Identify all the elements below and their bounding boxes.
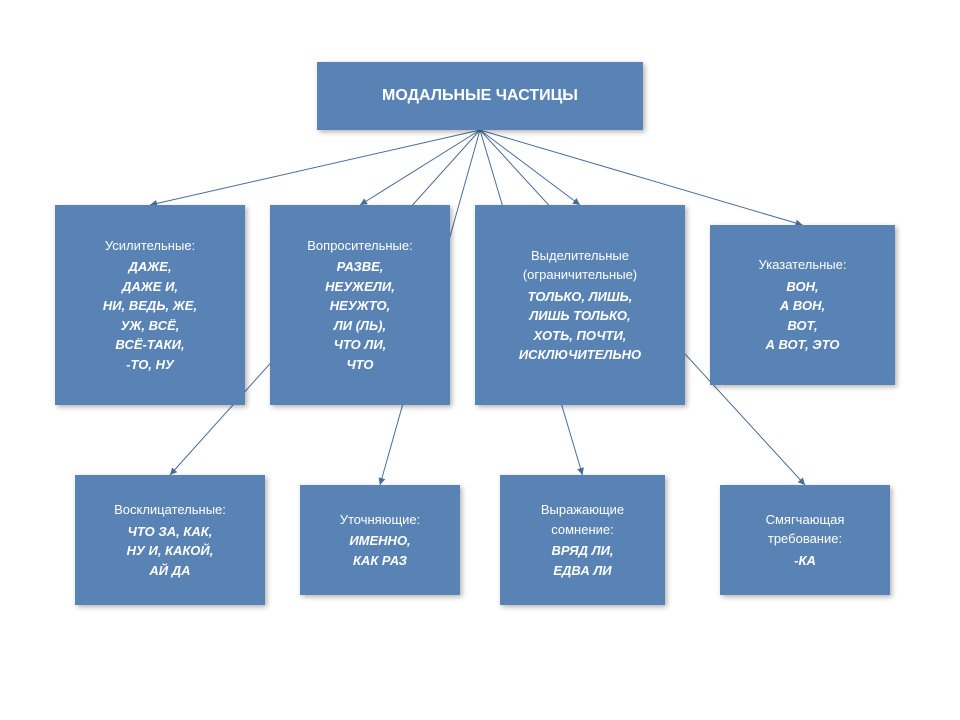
node-n8: Смягчающая требование:-КА — [720, 485, 890, 595]
node-n4: Указательные:ВОН, А ВОН, ВОТ, А ВОТ, ЭТО — [710, 225, 895, 385]
node-title: Выделительные (ограничительные) — [523, 246, 637, 285]
node-n2: Вопросительные:РАЗВЕ, НЕУЖЕЛИ, НЕУЖТО, Л… — [270, 205, 450, 405]
node-title: Выражающие сомнение: — [541, 500, 624, 539]
node-title: Смягчающая требование: — [766, 510, 845, 549]
node-title: Усилительные: — [105, 236, 195, 256]
node-items: РАЗВЕ, НЕУЖЕЛИ, НЕУЖТО, ЛИ (ЛЬ), ЧТО ЛИ,… — [325, 257, 395, 374]
node-n7: Выражающие сомнение:ВРЯД ЛИ, ЕДВА ЛИ — [500, 475, 665, 605]
node-items: ВРЯД ЛИ, ЕДВА ЛИ — [551, 541, 613, 580]
node-items: ВОН, А ВОН, ВОТ, А ВОТ, ЭТО — [765, 277, 839, 355]
root-node: МОДАЛЬНЫЕ ЧАСТИЦЫ — [317, 62, 643, 130]
node-n5: Восклицательные:ЧТО ЗА, КАК, НУ И, КАКОЙ… — [75, 475, 265, 605]
node-n3: Выделительные (ограничительные)ТОЛЬКО, Л… — [475, 205, 685, 405]
node-title: Указательные: — [759, 255, 847, 275]
node-n1: Усилительные:ДАЖЕ, ДАЖЕ И, НИ, ВЕДЬ, ЖЕ,… — [55, 205, 245, 405]
node-items: -КА — [794, 551, 816, 571]
node-items: ЧТО ЗА, КАК, НУ И, КАКОЙ, АЙ ДА — [127, 522, 214, 581]
node-title: Восклицательные: — [114, 500, 226, 520]
node-items: ТОЛЬКО, ЛИШЬ, ЛИШЬ ТОЛЬКО, ХОТЬ, ПОЧТИ, … — [519, 287, 641, 365]
node-items: ДАЖЕ, ДАЖЕ И, НИ, ВЕДЬ, ЖЕ, УЖ, ВСЁ, ВСЁ… — [103, 257, 197, 374]
node-title: Уточняющие: — [340, 510, 421, 530]
root-label: МОДАЛЬНЫЕ ЧАСТИЦЫ — [382, 87, 578, 105]
node-items: ИМЕННО, КАК РАЗ — [349, 531, 410, 570]
node-title: Вопросительные: — [307, 236, 413, 256]
node-n6: Уточняющие:ИМЕННО, КАК РАЗ — [300, 485, 460, 595]
